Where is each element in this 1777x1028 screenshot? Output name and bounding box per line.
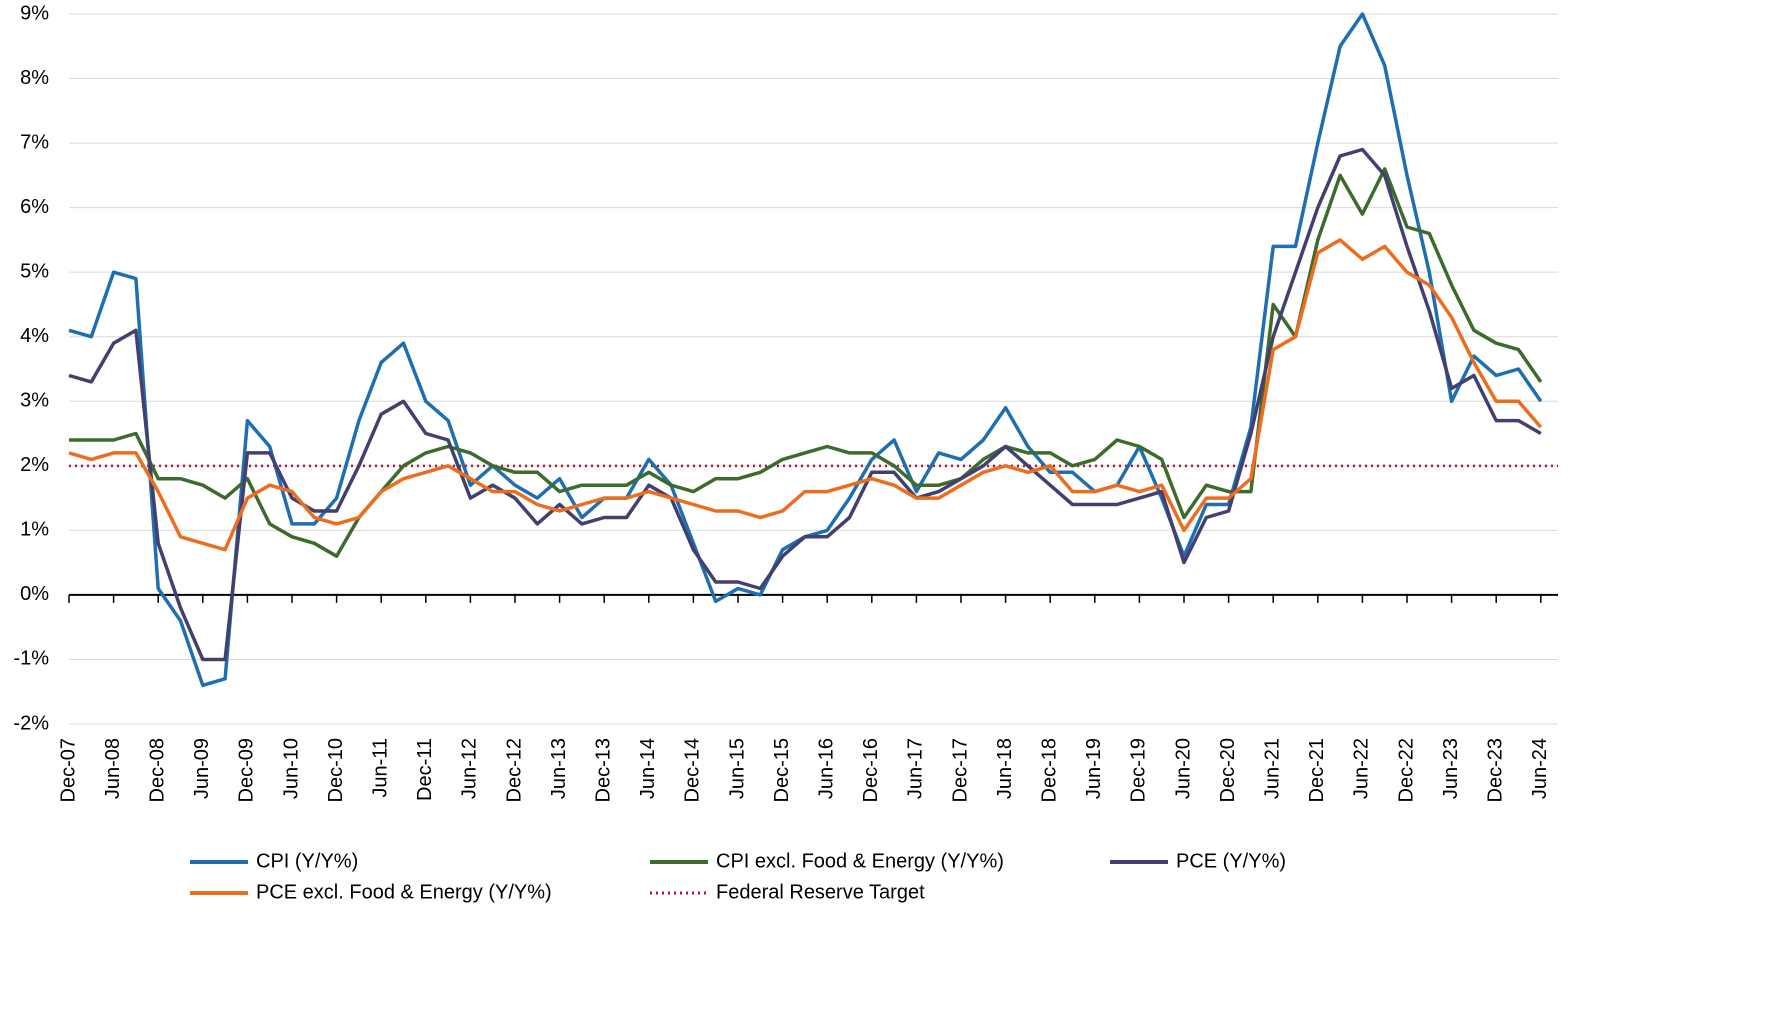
x-tick-label: Dec-20 [1217,738,1239,802]
series-line [69,167,1543,558]
x-tick-label: Jun-18 [994,738,1016,799]
y-tick-label: 8% [20,67,49,89]
x-tick-label: Jun-22 [1351,738,1373,799]
legend-label: CPI (Y/Y%) [256,850,358,872]
x-tick-label: Jun-08 [102,738,124,799]
series-line [68,147,1542,662]
x-tick-label: Dec-12 [503,738,525,802]
x-tick-label: Dec-08 [146,738,168,802]
x-tick-label: Dec-10 [325,738,347,802]
x-tick-label: Jun-19 [1083,738,1105,799]
series-line [68,12,1543,688]
x-tick-label: Jun-11 [369,738,391,798]
x-tick-label: Jun-24 [1529,738,1551,799]
x-tick-label: Jun-09 [191,738,213,799]
x-tick-label: Dec-15 [771,738,793,802]
x-tick-label: Dec-13 [592,738,614,802]
legend-label: CPI excl. Food & Energy (Y/Y%) [716,850,1004,872]
x-tick-label: Jun-20 [1172,738,1194,799]
y-tick-label: 6% [20,196,49,218]
legend-label: Federal Reserve Target [716,881,925,903]
x-tick-label: Jun-10 [280,738,302,799]
x-tick-label: Jun-16 [815,738,837,799]
x-tick-label: Dec-21 [1306,738,1328,802]
x-tick-label: Dec-22 [1395,738,1417,802]
x-tick-label: Jun-13 [548,738,570,799]
x-tick-label: Dec-11 [414,738,436,801]
y-tick-label: 0% [20,583,49,605]
y-tick-label: 1% [20,519,49,541]
x-tick-label: Jun-17 [905,738,927,799]
y-tick-label: -2% [13,712,49,734]
x-tick-label: Dec-09 [236,738,258,802]
series-line [68,238,1543,552]
legend-label: PCE excl. Food & Energy (Y/Y%) [256,881,552,903]
y-tick-label: 5% [20,260,49,282]
legend-label: PCE (Y/Y%) [1176,850,1286,872]
x-tick-label: Dec-16 [860,738,882,802]
y-tick-label: 7% [20,131,49,153]
x-tick-label: Jun-12 [459,738,481,799]
y-tick-label: 3% [20,390,49,412]
x-tick-label: Dec-23 [1484,738,1506,802]
x-tick-label: Dec-07 [57,738,79,802]
y-tick-label: 9% [20,2,49,24]
x-tick-label: Dec-19 [1128,738,1150,802]
y-tick-label: 4% [20,325,49,347]
x-tick-label: Jun-21 [1261,738,1283,799]
x-tick-label: Jun-15 [726,738,748,799]
x-tick-label: Jun-23 [1440,738,1462,799]
y-tick-label: -1% [13,648,49,670]
x-tick-label: Dec-17 [949,738,971,802]
y-tick-label: 2% [20,454,49,476]
x-tick-label: Jun-14 [637,738,659,799]
x-tick-label: Dec-14 [682,738,704,802]
x-tick-label: Dec-18 [1038,738,1060,802]
